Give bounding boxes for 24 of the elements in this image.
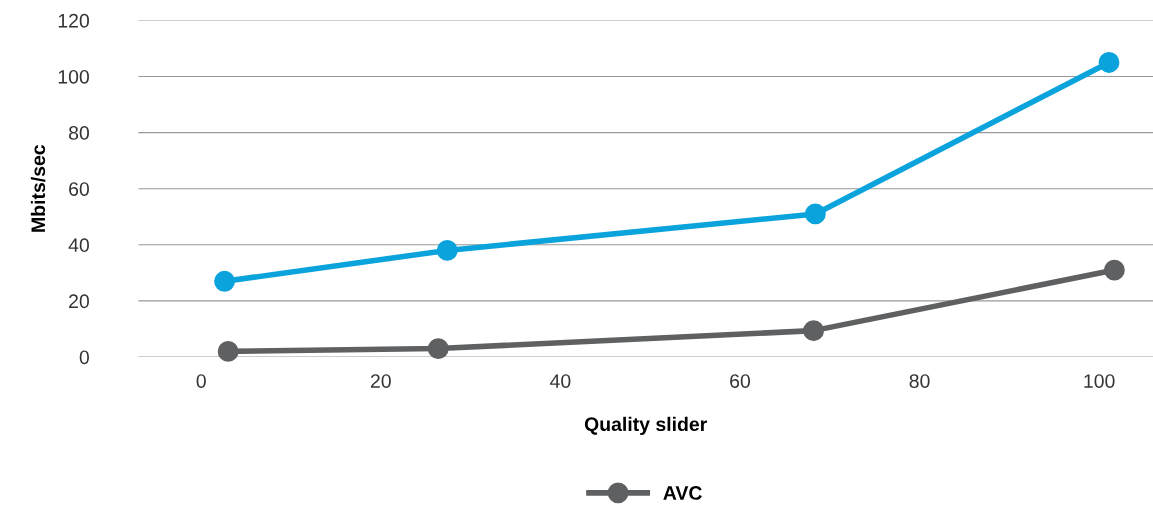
- point: [1103, 259, 1125, 281]
- x-axis-title: Quality slider: [584, 416, 707, 435]
- x-tick-label: 40: [550, 374, 571, 388]
- point: [804, 203, 826, 225]
- y-tick-label: 20: [69, 294, 89, 309]
- point: [803, 320, 825, 342]
- y-tick-label: 0: [79, 350, 89, 365]
- legend-label: AVC: [663, 486, 702, 500]
- point: [214, 270, 235, 292]
- x-tick-label: 80: [909, 374, 930, 388]
- y-tick-label: 120: [58, 13, 89, 28]
- x-tick-label: 100: [1084, 374, 1115, 388]
- point: [217, 340, 239, 362]
- y-tick-label: 60: [69, 182, 89, 196]
- point: [427, 338, 449, 360]
- y-tick-label: 40: [68, 238, 89, 253]
- point: [436, 239, 458, 261]
- y-axis-title: Mbits/sec: [30, 144, 46, 232]
- x-tick-label: 60: [730, 374, 751, 388]
- y-tick-label: 100: [58, 69, 89, 84]
- y-tick-label: 80: [68, 126, 89, 140]
- x-tick-label: 0: [196, 374, 206, 388]
- x-tick-label: 20: [370, 374, 391, 388]
- point: [1098, 52, 1120, 73]
